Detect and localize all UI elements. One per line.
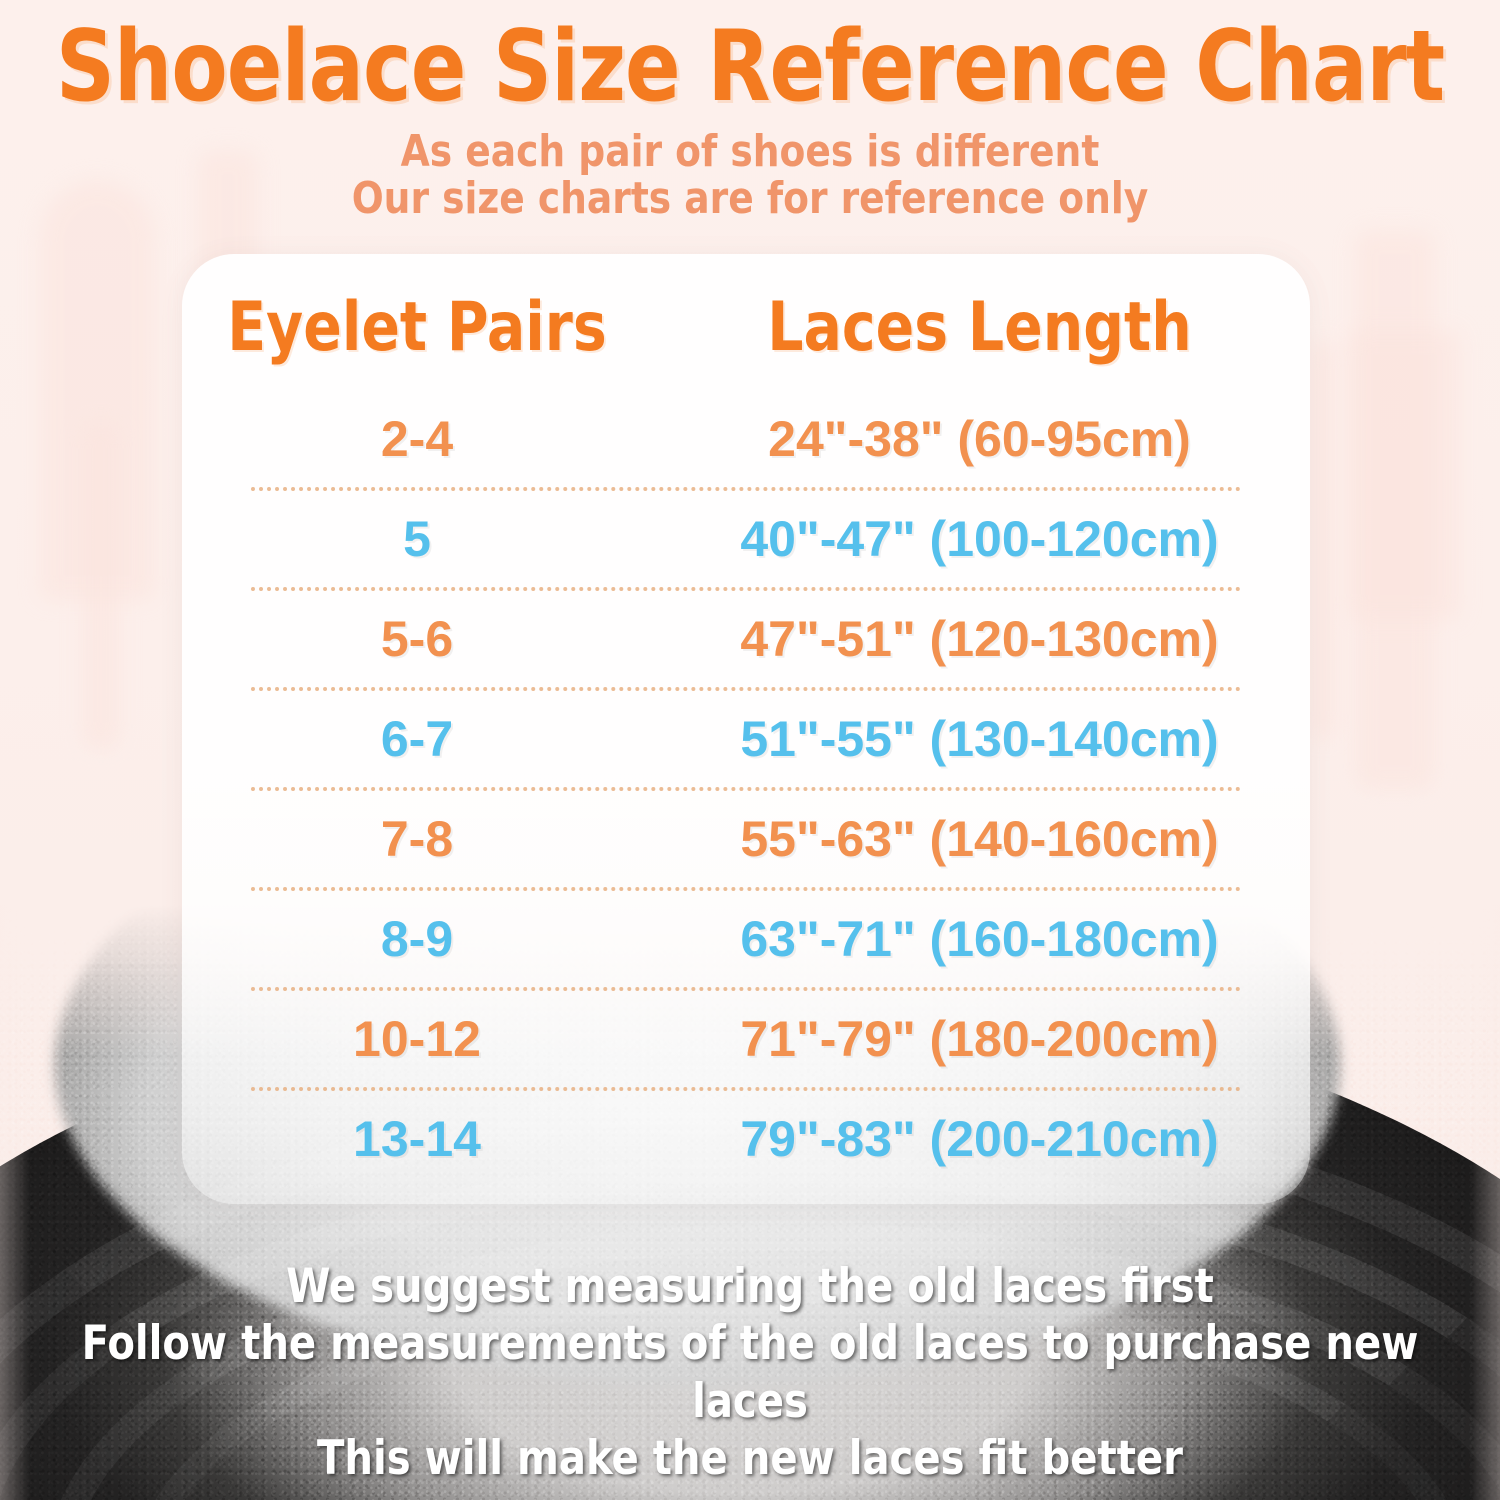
cell-laces-length: 47"-51" (120-130cm) — [740, 611, 1219, 667]
column-header-eyelet-pairs: Eyelet Pairs — [227, 288, 607, 367]
size-chart-table: Eyelet Pairs Laces Length 2-4 24"-38" (60… — [182, 254, 1310, 1187]
cell-laces-length: 51"-55" (130-140cm) — [740, 711, 1219, 767]
subtitle-line-1: As each pair of shoes is different — [400, 126, 1100, 177]
table-row: 8-9 63"-71" (160-180cm) — [182, 891, 1310, 987]
row-divider — [251, 587, 1241, 591]
cell-eyelet-pairs: 6-7 — [380, 711, 454, 767]
table-row: 10-12 71"-79" (180-200cm) — [182, 991, 1310, 1087]
row-divider — [251, 887, 1241, 891]
row-divider — [251, 787, 1241, 791]
subtitle: As each pair of shoes is different Our s… — [38, 128, 1463, 222]
cell-laces-length: 71"-79" (180-200cm) — [740, 1011, 1219, 1067]
size-chart-card: Eyelet Pairs Laces Length 2-4 24"-38" (60… — [182, 254, 1310, 1204]
photo-left-fade — [0, 905, 30, 1500]
cell-laces-length: 55"-63" (140-160cm) — [740, 811, 1219, 867]
footer-line-3: This will make the new laces fit better — [317, 1430, 1183, 1486]
cell-laces-length: 24"-38" (60-95cm) — [768, 411, 1191, 467]
cell-eyelet-pairs: 10-12 — [353, 1011, 481, 1067]
cell-eyelet-pairs: 5 — [403, 511, 431, 567]
cell-eyelet-pairs: 5-6 — [380, 611, 454, 667]
cell-laces-length: 79"-83" (200-210cm) — [740, 1111, 1219, 1167]
table-row: 7-8 55"-63" (140-160cm) — [182, 791, 1310, 887]
row-divider — [251, 1087, 1241, 1091]
table-row: 13-14 79"-83" (200-210cm) — [182, 1091, 1310, 1187]
cell-laces-length: 63"-71" (160-180cm) — [740, 911, 1219, 967]
table-row: 5 40"-47" (100-120cm) — [182, 491, 1310, 587]
watermark-shape — [82, 420, 120, 750]
table-body: 2-4 24"-38" (60-95cm) 5 40"-47" (100-120cm)… — [182, 391, 1310, 1187]
cell-eyelet-pairs: 2-4 — [380, 411, 454, 467]
table-row: 2-4 24"-38" (60-95cm) — [182, 391, 1310, 487]
cell-eyelet-pairs: 13-14 — [353, 1111, 481, 1167]
cell-laces-length: 40"-47" (100-120cm) — [740, 511, 1219, 567]
footer-note: We suggest measuring the old laces first… — [38, 1258, 1463, 1487]
footer-line-2: Follow the measurements of the old laces… — [81, 1316, 1419, 1429]
cell-eyelet-pairs: 8-9 — [380, 911, 454, 967]
watermark-shape — [1310, 340, 1336, 740]
cell-eyelet-pairs: 7-8 — [380, 811, 454, 867]
column-header-laces-length: Laces Length — [767, 288, 1192, 367]
footer-line-1: We suggest measuring the old laces first — [286, 1259, 1214, 1314]
table-row: 5-6 47"-51" (120-130cm) — [182, 591, 1310, 687]
subtitle-line-2: Our size charts are for reference only — [351, 173, 1149, 225]
row-divider — [251, 987, 1241, 991]
page-title: Shoelace Size Reference Chart — [55, 10, 1445, 124]
header: Shoelace Size Reference Chart As each pa… — [0, 0, 1500, 222]
row-divider — [251, 487, 1241, 491]
row-divider — [251, 687, 1241, 691]
photo-right-fade — [1470, 905, 1500, 1500]
table-row: 6-7 51"-55" (130-140cm) — [182, 691, 1310, 787]
watermark-shape — [1348, 330, 1460, 620]
table-header-row: Eyelet Pairs Laces Length — [182, 254, 1310, 367]
